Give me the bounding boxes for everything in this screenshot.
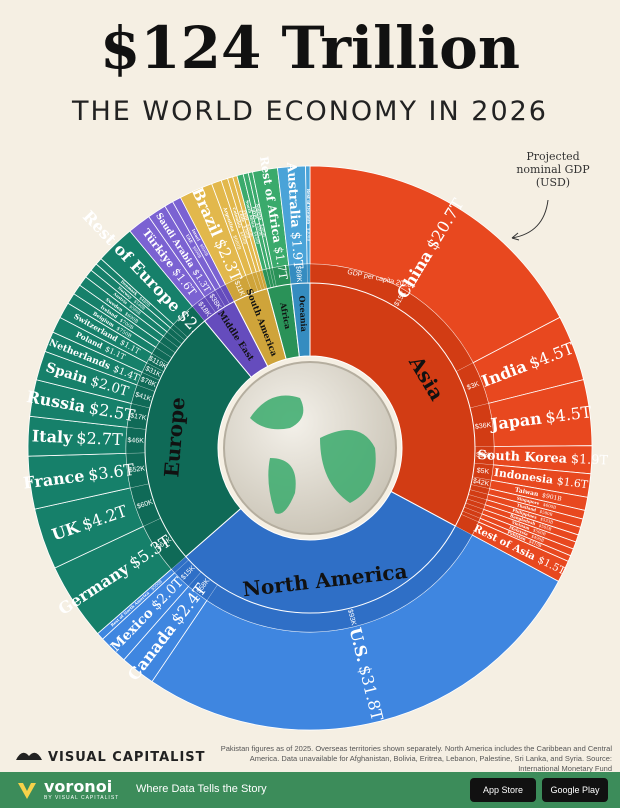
country-value: $1.7T (272, 246, 291, 281)
country-label: Egypt $350B (251, 206, 263, 236)
country-value: $505B (538, 523, 552, 532)
per-capita-label: $46K (127, 437, 144, 445)
app-sub: BY VISUAL CAPITALIST (44, 795, 120, 801)
app-logo (18, 783, 36, 799)
tagline: Where Data Tells the Story (136, 783, 267, 795)
annotation: Projected nominal GDP (USD) (516, 150, 590, 190)
subtitle: THE WORLD ECONOMY IN 2026 (71, 96, 548, 127)
country-value: $1.9T (288, 231, 305, 269)
country-name: Australia (284, 161, 303, 228)
country-label: South Africa $430B (245, 200, 261, 245)
country-value: $430B (253, 231, 261, 245)
country-value: $533B (540, 516, 554, 525)
per-capita-label: $3K (466, 381, 480, 392)
brand: VISUAL CAPITALIST (48, 750, 206, 765)
country-label: Italy $2.7T (31, 426, 123, 449)
country-value: $580B (539, 509, 553, 517)
notes: Pakistan figures as of 2025. Overseas te… (220, 744, 612, 773)
app-store-button[interactable]: App Store (470, 778, 536, 802)
country-value: $300B (246, 223, 254, 237)
country-name: Egypt (251, 206, 259, 220)
country-name: Taiwan (514, 486, 539, 498)
country-value: $300B (260, 223, 268, 237)
per-capita-label: $52K (128, 465, 145, 474)
per-capita-label: $41K (134, 392, 152, 404)
country-value: $901B (542, 492, 563, 503)
country-label: Vietnam$500B (510, 519, 546, 536)
brand-logo (16, 752, 42, 760)
country-name: Chile (238, 210, 246, 223)
country-label: Chile $360B (238, 210, 251, 239)
country-label: UAE$600B (185, 233, 203, 259)
country-label: Colombia $450B (232, 207, 248, 245)
country-value: $1.9T (571, 451, 609, 468)
country-value: $600B (192, 245, 203, 259)
per-capita-label: $69K (294, 266, 302, 283)
country-label: Thailand$580B (516, 502, 553, 517)
country-value: $450B (239, 231, 248, 245)
country-name: Israel (191, 228, 202, 242)
footer-bar: voronoi BY VISUAL CAPITALIST Where Data … (0, 772, 620, 808)
globe-land (250, 395, 376, 514)
google-play-button[interactable]: Google Play (542, 778, 608, 802)
country-label: Nigeria $300B (255, 203, 267, 237)
country-name: Thailand (516, 502, 537, 512)
country-name: Italy (31, 426, 73, 447)
country-value: $410B (528, 539, 542, 549)
country-value: $680B (232, 234, 243, 251)
per-capita-label: $36K (475, 422, 492, 431)
country-label: South Korea $1.9T (477, 448, 608, 468)
per-capita-label: $5K (476, 467, 490, 476)
country-name: South Africa (245, 200, 257, 229)
country-label: Taiwan $901B (514, 486, 563, 502)
country-name: Colombia (232, 207, 243, 229)
country-label: Australia $1.9T (284, 161, 306, 270)
country-value: $490B (531, 533, 545, 543)
country-value: $600B (199, 243, 210, 257)
per-capita-label: $42K (472, 478, 490, 488)
region-segment (309, 282, 476, 527)
annotation-arrow (511, 199, 549, 239)
country-name: Nigeria (255, 203, 264, 221)
country-label: Peru $300B (242, 209, 254, 237)
country-name: Rest of Oceania (306, 189, 311, 225)
country-value: $300B (306, 228, 311, 241)
country-name: Vietnam (510, 519, 531, 531)
country-name: Peru (242, 209, 250, 221)
country-name: UAE (185, 233, 194, 244)
region-segment (185, 490, 457, 614)
region-segment (144, 320, 252, 558)
per-capita-segment (306, 263, 311, 284)
country-label: Rest of Oceania $300B (306, 189, 311, 241)
country-value: $2.7T (76, 428, 123, 449)
chart: Projected nominal GDP (USD) China$20.7T$… (22, 150, 609, 731)
country-value: $350B (255, 222, 263, 236)
region-label: Oceania (297, 295, 309, 332)
country-value: $360B (242, 225, 251, 239)
country-value: $500B (532, 527, 546, 536)
title: $124 Trillion (99, 14, 521, 82)
country-value: $1.6T (556, 474, 589, 491)
country-name: South Korea (477, 448, 567, 467)
country-name: Singapore (516, 495, 540, 505)
country-value: $600B (543, 502, 557, 510)
per-capita-label: $17K (130, 412, 148, 422)
app-name: voronoi (44, 777, 113, 796)
per-capita-label: $38K (476, 452, 493, 460)
per-capita-label: $93K (346, 609, 357, 627)
country-label: Singapore$600B (516, 495, 556, 509)
annotation-arrow-head (511, 232, 520, 241)
region-segment (290, 282, 311, 358)
country-label: Israel$600B (191, 228, 210, 257)
annotation-box: Projected nominal GDP (USD) (516, 150, 590, 190)
